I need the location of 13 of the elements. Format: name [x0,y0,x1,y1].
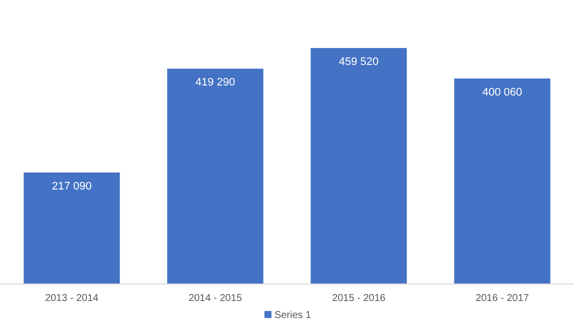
bar [454,78,550,284]
legend-label: Series 1 [274,310,312,321]
data-label: 459 520 [338,56,379,68]
bar [24,172,120,284]
bar [310,48,407,284]
x-tick-label: 2014 - 2015 [188,293,242,304]
data-label: 217 090 [52,180,92,193]
bar [167,68,264,284]
x-tick-label: 2015 - 2016 [332,293,386,304]
data-label: 419 290 [195,76,236,89]
data-label: 400 060 [482,86,522,99]
x-tick-label: 2013 - 2014 [45,293,99,304]
x-tick-label: 2016 - 2017 [476,293,530,304]
